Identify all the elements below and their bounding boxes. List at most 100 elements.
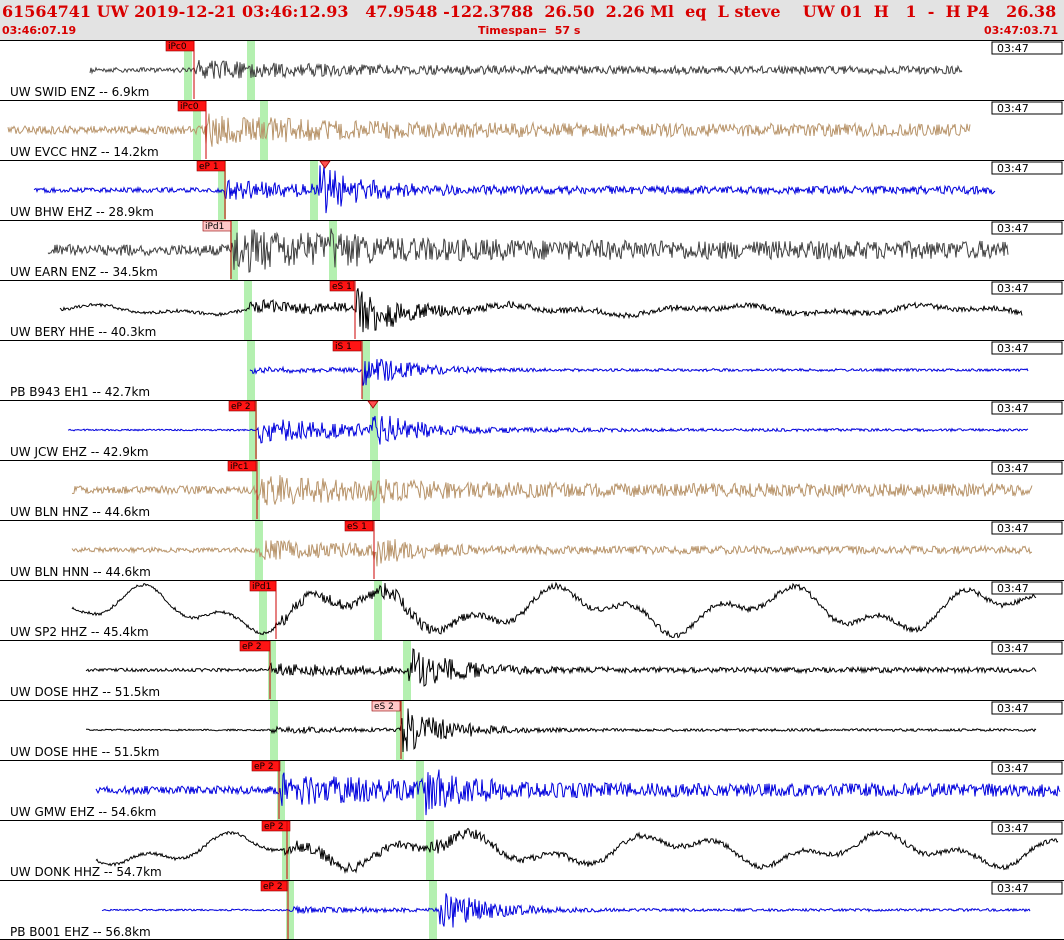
trace-row[interactable]: eP 1 03:47 UW BHW EHZ -- 28.9km [0, 160, 1064, 221]
station-label: UW BLN HNN -- 44.6km [10, 565, 151, 579]
time-label-box [991, 341, 1063, 355]
trace-time-label: 03:47 [997, 462, 1029, 475]
phase-pick-label: eP 2 [231, 402, 251, 412]
time-label-box [991, 761, 1063, 775]
phase-pick-flag[interactable] [371, 700, 401, 712]
time-label-box [991, 161, 1063, 175]
phase-pick-label: eS 1 [347, 522, 367, 532]
trace-time-label: 03:47 [997, 162, 1029, 175]
trace-row[interactable]: iPd1 03:47 UW EARN ENZ -- 34.5km [0, 220, 1064, 281]
waveform [71, 581, 1037, 639]
station-label: UW SWID ENZ -- 6.9km [10, 85, 149, 99]
phase-pick-flag[interactable] [251, 760, 281, 772]
time-label-box [991, 881, 1063, 895]
phase-pick-flag[interactable] [329, 280, 355, 292]
phase-window [247, 41, 255, 100]
pick-marker-icon[interactable] [367, 400, 379, 409]
station-label: UW BERY HHE -- 40.3km [10, 325, 156, 339]
phase-window [244, 281, 252, 340]
phase-window [259, 581, 267, 640]
phase-pick-flag[interactable] [261, 820, 291, 832]
phase-pick-label: eP 2 [263, 882, 283, 892]
time-label-box [991, 221, 1063, 235]
station-label: UW DOSE HHZ -- 51.5km [10, 685, 160, 699]
time-label-box [991, 101, 1063, 115]
time-label-box [991, 281, 1063, 295]
waveform [33, 165, 996, 214]
trace-time-label: 03:47 [997, 102, 1029, 115]
phase-pick-label: iS 1 [335, 342, 352, 352]
event-header: 61564741 UW 2019-12-21 03:46:12.93 47.95… [0, 0, 1064, 40]
trace-row[interactable]: eS 2 03:47 UW DOSE HHE -- 51.5km [0, 700, 1064, 761]
station-label: UW EVCC HNZ -- 14.2km [10, 145, 159, 159]
trace-row[interactable]: iPc0 03:47 UW SWID ENZ -- 6.9km [0, 40, 1064, 101]
start-time: 03:46:07.19 [2, 24, 77, 37]
waveform [59, 288, 1023, 333]
trace-time-label: 03:47 [997, 582, 1029, 595]
waveform [89, 60, 963, 79]
time-label-box [991, 521, 1063, 535]
phase-pick-flag[interactable] [344, 520, 374, 532]
trace-row[interactable]: iPd1 03:47 UW SP2 HHZ -- 45.4km [0, 580, 1064, 641]
time-label-box [991, 401, 1063, 415]
time-label-box [991, 461, 1063, 475]
station-label: UW GMW EHZ -- 54.6km [10, 805, 156, 819]
station-label: UW JCW EHZ -- 42.9km [10, 445, 149, 459]
phase-pick-flag[interactable] [227, 460, 257, 472]
pick-marker-icon[interactable] [319, 160, 331, 169]
phase-window [277, 761, 285, 820]
phase-pick-label: eP 2 [254, 762, 274, 772]
trace-time-label: 03:47 [997, 42, 1029, 55]
phase-window [282, 821, 290, 880]
waveform [7, 113, 971, 147]
phase-window [270, 701, 278, 760]
trace-row[interactable]: iPc1 03:47 UW BLN HNZ -- 44.6km [0, 460, 1064, 521]
time-label-box [991, 701, 1063, 715]
phase-pick-flag[interactable] [332, 340, 362, 352]
seismogram-panel[interactable]: iPc0 03:47 UW SWID ENZ -- 6.9km iPc0 03:47 UW… [0, 40, 1064, 940]
trace-time-label: 03:47 [997, 642, 1029, 655]
phase-pick-flag[interactable] [228, 400, 256, 412]
waveform [67, 415, 1029, 445]
time-label-box [991, 641, 1063, 655]
event-summary: 61564741 UW 2019-12-21 03:46:12.93 47.95… [2, 2, 1064, 21]
phase-window [374, 581, 382, 640]
end-time: 03:47:03.71 [984, 24, 1059, 37]
trace-time-label: 03:47 [997, 882, 1029, 895]
trace-row[interactable]: eS 1 03:47 UW BLN HNN -- 44.6km [0, 520, 1064, 581]
station-label: UW SP2 HHZ -- 45.4km [10, 625, 149, 639]
trace-time-label: 03:47 [997, 522, 1029, 535]
station-label: UW BHW EHZ -- 28.9km [10, 205, 154, 219]
trace-row[interactable]: eP 2 03:47 UW DONK HHZ -- 54.7km [0, 820, 1064, 881]
waveform [95, 769, 1061, 816]
station-label: UW EARN ENZ -- 34.5km [10, 265, 158, 279]
phase-window [370, 401, 378, 460]
trace-row[interactable]: eP 2 03:47 PB B001 EHZ -- 56.8km [0, 880, 1064, 940]
phase-window [429, 881, 437, 940]
trace-row[interactable]: eP 2 03:47 UW GMW EHZ -- 54.6km [0, 760, 1064, 821]
phase-pick-label: eP 2 [264, 822, 284, 832]
waveform [71, 539, 1033, 567]
timespan: Timespan= 57 s [478, 24, 581, 37]
waveform [95, 827, 1059, 875]
phase-pick-label: eS 2 [374, 702, 394, 712]
trace-row[interactable]: eP 2 03:47 UW DOSE HHZ -- 51.5km [0, 640, 1064, 701]
phase-window [230, 221, 238, 280]
trace-row[interactable]: iS 1 03:47 PB B943 EH1 -- 42.7km [0, 340, 1064, 401]
waveform [47, 228, 1009, 273]
phase-window [329, 221, 337, 280]
phase-pick-flag[interactable] [260, 880, 288, 892]
trace-row[interactable]: eS 1 03:47 UW BERY HHE -- 40.3km [0, 280, 1064, 341]
waveform [71, 475, 1033, 506]
phase-pick-label: iPc0 [180, 102, 199, 112]
trace-time-label: 03:47 [997, 702, 1029, 715]
trace-time-label: 03:47 [997, 402, 1029, 415]
waveform [86, 708, 1037, 753]
trace-row[interactable]: iPc0 03:47 UW EVCC HNZ -- 14.2km [0, 100, 1064, 161]
phase-pick-label: iPc0 [168, 42, 187, 52]
station-label: UW BLN HNZ -- 44.6km [10, 505, 150, 519]
trace-row[interactable]: eP 2 03:47 UW JCW EHZ -- 42.9km [0, 400, 1064, 461]
phase-window [184, 41, 192, 100]
trace-time-label: 03:47 [997, 822, 1029, 835]
trace-time-label: 03:47 [997, 342, 1029, 355]
